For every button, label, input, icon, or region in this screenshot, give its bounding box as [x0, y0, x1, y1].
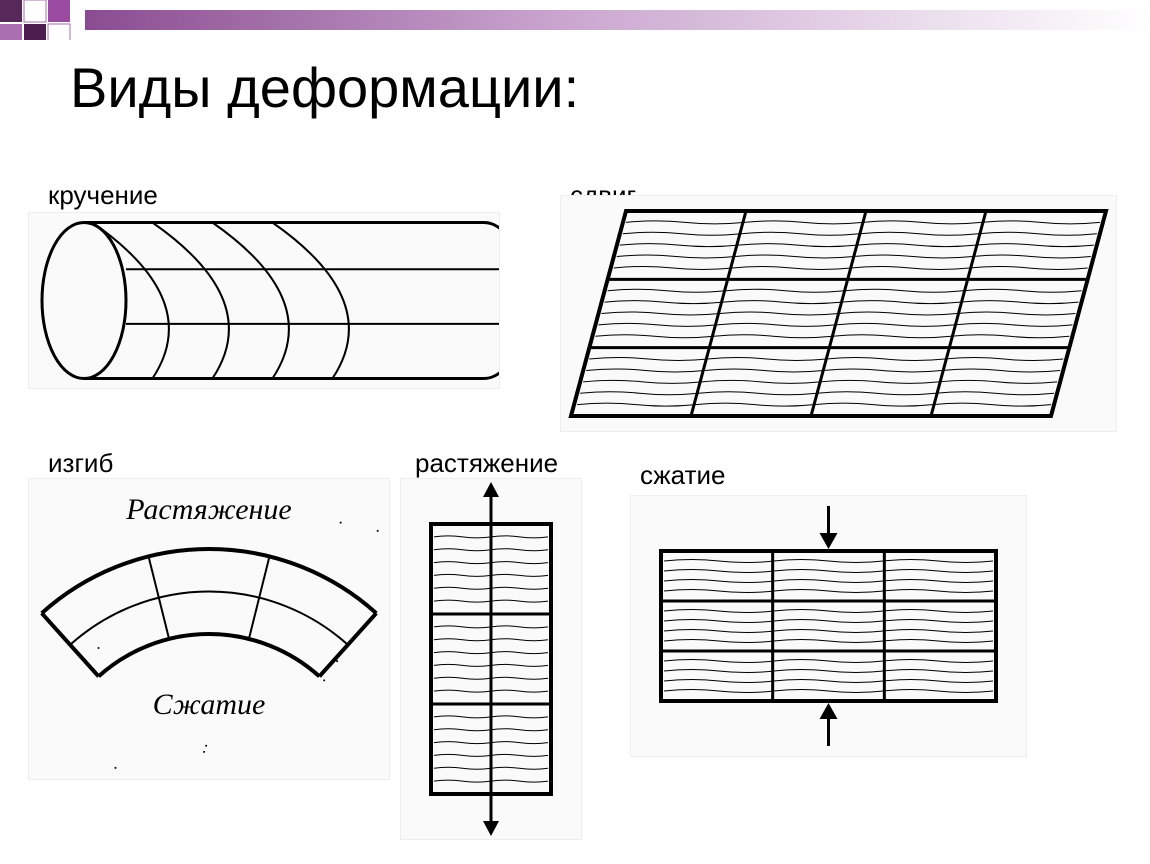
page-title: Виды деформации: [70, 55, 579, 120]
figure-tension [400, 478, 582, 840]
figure-torsion [28, 212, 500, 389]
figure-bend: Растяжение Сжатие [28, 478, 390, 780]
figure-compression [630, 495, 1027, 757]
label-bend: изгиб [48, 448, 113, 479]
label-tension: растяжение [415, 448, 558, 479]
figure-shear [560, 195, 1117, 432]
svg-text:Растяжение: Растяжение [125, 493, 292, 526]
label-compression: сжатие [640, 460, 725, 491]
decor-bar [0, 0, 1150, 40]
label-torsion: кручение [48, 180, 158, 211]
slide: Виды деформации: кручение сдвиг изгиб ра… [0, 0, 1150, 864]
svg-text:Сжатие: Сжатие [153, 688, 266, 721]
